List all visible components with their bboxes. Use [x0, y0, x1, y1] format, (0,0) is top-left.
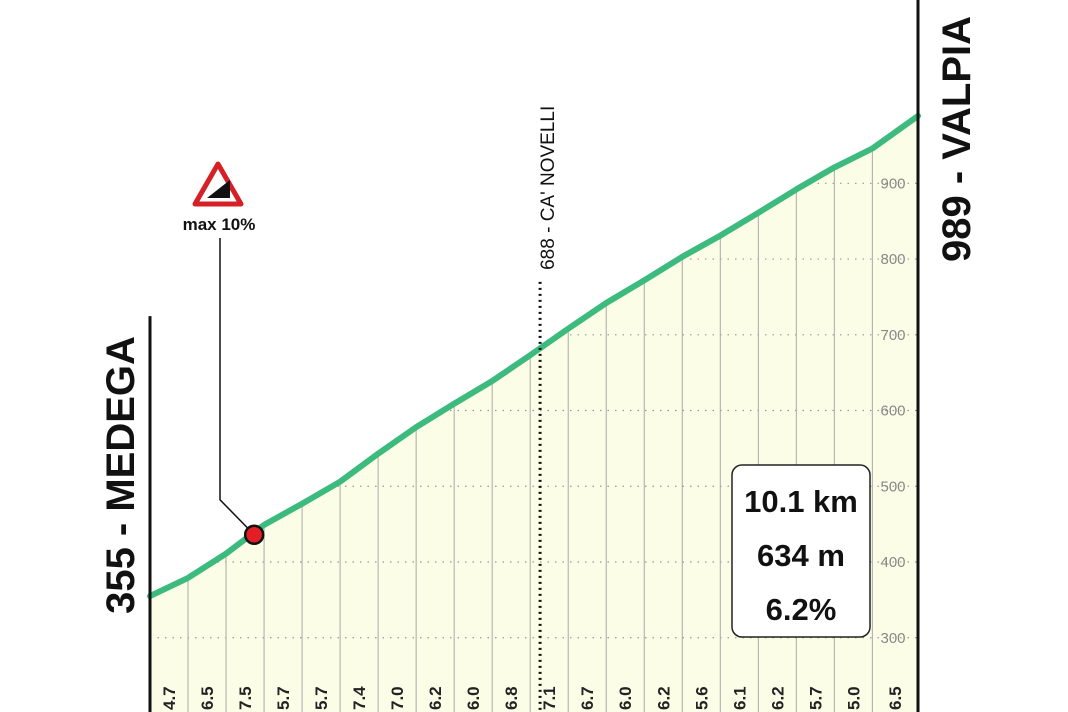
y-tick-label: 900	[880, 175, 905, 192]
summary-text: 10.1 km	[744, 484, 858, 519]
segment-gradient: 7.4	[350, 686, 369, 710]
y-tick-label: 300	[880, 630, 905, 647]
segment-gradient: 6.5	[886, 686, 905, 710]
summary-box	[731, 464, 871, 638]
segment-gradient: 5.7	[806, 686, 825, 710]
end-label: 989 - VALPIA	[935, 16, 979, 262]
start-label: 355 - MEDEGA	[99, 336, 143, 614]
segment-gradient: 6.0	[464, 686, 483, 710]
segment-gradient: 7.0	[388, 686, 407, 710]
y-tick-label: 400	[880, 554, 905, 571]
summary-text: 6.2%	[766, 592, 837, 627]
callout-line	[219, 238, 255, 536]
y-tick-label: 500	[880, 478, 905, 495]
slope-icon	[207, 180, 230, 198]
segment-gradient: 6.0	[616, 686, 635, 710]
area-fill	[150, 115, 918, 712]
max-gradient-point	[243, 524, 265, 546]
segment-gradient: 6.2	[768, 686, 787, 710]
segment-gradient: 6.1	[730, 686, 749, 710]
waypoint-label: 688 - CA' NOVELLI	[538, 106, 559, 270]
segment-gradient: 5.7	[312, 686, 331, 710]
segment-gradient: 6.5	[198, 686, 217, 710]
segment-gradient: 5.0	[844, 686, 863, 710]
segment-gradient: 4.7	[160, 686, 179, 710]
segment-gradient: 5.7	[274, 686, 293, 710]
y-tick-label: 600	[880, 403, 905, 420]
segment-gradient: 5.6	[692, 686, 711, 710]
y-tick-label: 800	[880, 251, 905, 268]
segment-gradient: 6.8	[502, 686, 521, 710]
segment-gradient: 7.5	[236, 686, 255, 710]
max-gradient-label: max 10%	[183, 215, 256, 234]
segment-gradient: 6.2	[426, 686, 445, 710]
elevation-line	[147, 112, 921, 600]
segment-gradient: 6.7	[578, 686, 597, 710]
segment-gradient: 7.1	[540, 686, 559, 710]
summary-text: 634 m	[757, 538, 845, 573]
segment-gradient: 6.2	[654, 686, 673, 710]
y-tick-label: 700	[880, 327, 905, 344]
